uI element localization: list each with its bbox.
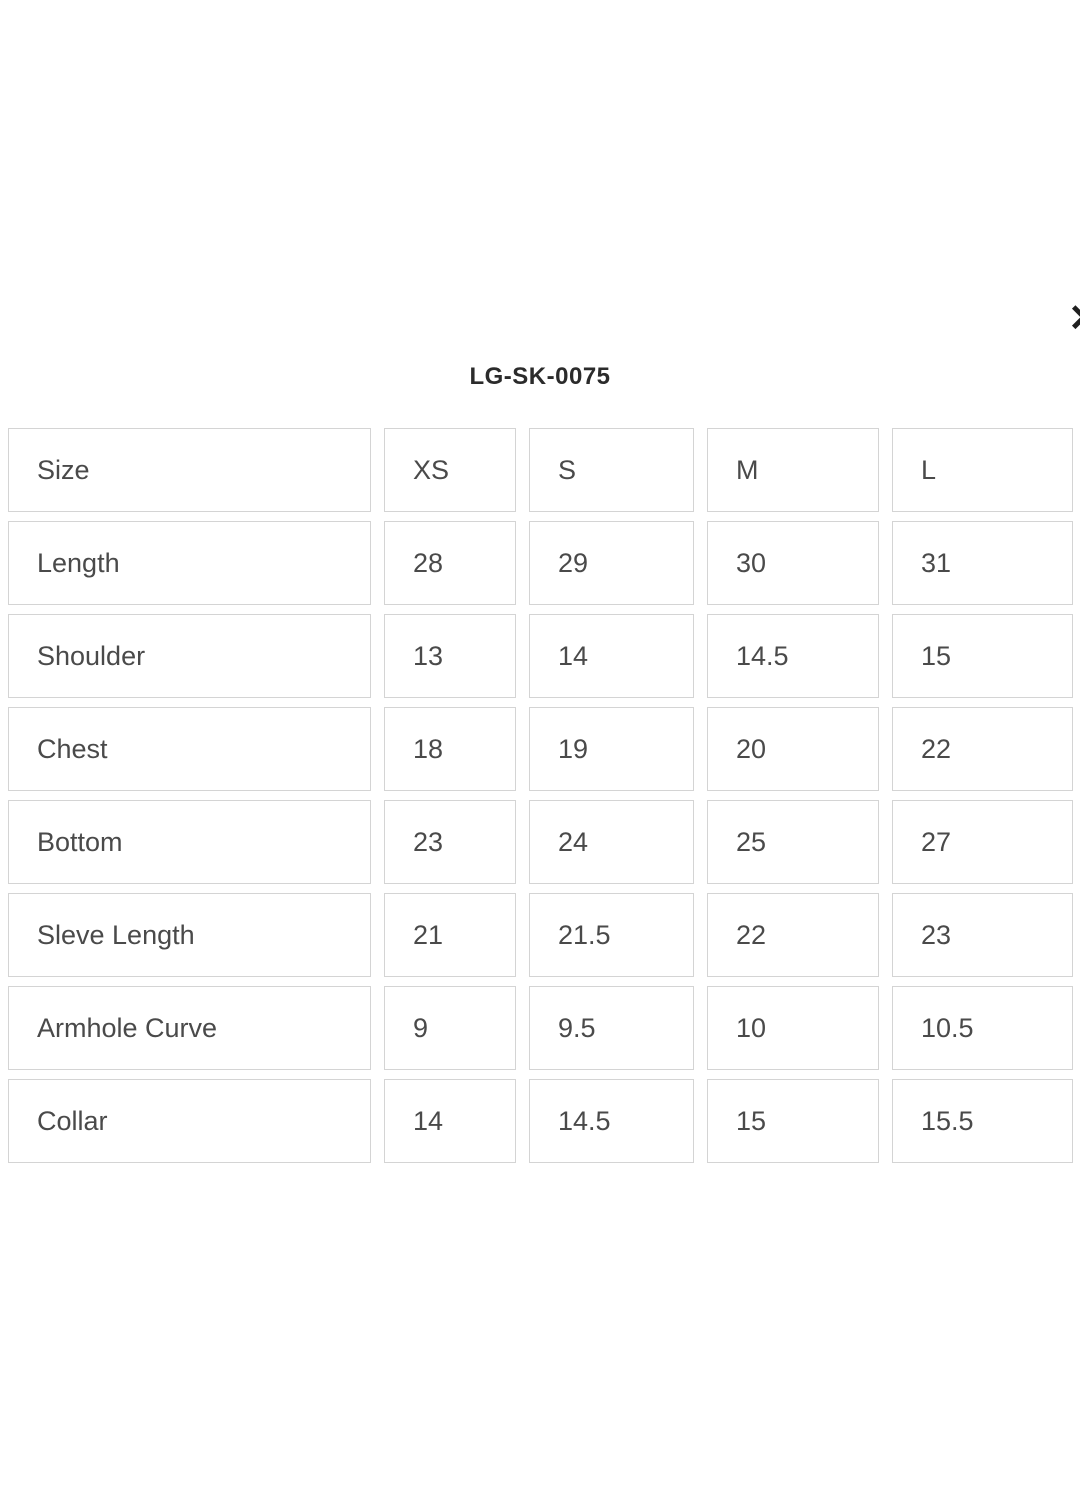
measurement-label: Bottom [8, 800, 371, 884]
measurement-value: 15.5 [892, 1079, 1073, 1163]
measurement-value: 15 [707, 1079, 879, 1163]
measurement-label: Chest [8, 707, 371, 791]
size-col-m: M [707, 428, 879, 512]
measurement-value: 28 [384, 521, 516, 605]
measurement-value: 14.5 [529, 1079, 694, 1163]
measurement-value: 31 [892, 521, 1073, 605]
measurement-value: 22 [892, 707, 1073, 791]
measurement-value: 19 [529, 707, 694, 791]
measurement-value: 9.5 [529, 986, 694, 1070]
size-header-cell: Size [8, 428, 371, 512]
measurement-value: 18 [384, 707, 516, 791]
measurement-value: 25 [707, 800, 879, 884]
measurement-value: 9 [384, 986, 516, 1070]
size-chart-table: Size XS S M L Length 28 29 30 31 Shoulde… [8, 428, 1073, 1163]
measurement-value: 13 [384, 614, 516, 698]
measurement-value: 21 [384, 893, 516, 977]
measurement-value: 29 [529, 521, 694, 605]
measurement-value: 30 [707, 521, 879, 605]
measurement-value: 23 [892, 893, 1073, 977]
measurement-value: 14 [529, 614, 694, 698]
measurement-value: 22 [707, 893, 879, 977]
measurement-label: Sleve Length [8, 893, 371, 977]
measurement-label: Shoulder [8, 614, 371, 698]
measurement-value: 20 [707, 707, 879, 791]
product-code-title: LG-SK-0075 [469, 363, 611, 390]
measurement-value: 10.5 [892, 986, 1073, 1070]
close-icon[interactable]: ✕ [1068, 300, 1080, 338]
measurement-value: 21.5 [529, 893, 694, 977]
measurement-value: 10 [707, 986, 879, 1070]
measurement-value: 15 [892, 614, 1073, 698]
measurement-label: Length [8, 521, 371, 605]
measurement-value: 27 [892, 800, 1073, 884]
measurement-value: 24 [529, 800, 694, 884]
size-col-l: L [892, 428, 1073, 512]
measurement-value: 23 [384, 800, 516, 884]
measurement-label: Armhole Curve [8, 986, 371, 1070]
measurement-value: 14 [384, 1079, 516, 1163]
measurement-label: Collar [8, 1079, 371, 1163]
size-col-s: S [529, 428, 694, 512]
size-col-xs: XS [384, 428, 516, 512]
measurement-value: 14.5 [707, 614, 879, 698]
